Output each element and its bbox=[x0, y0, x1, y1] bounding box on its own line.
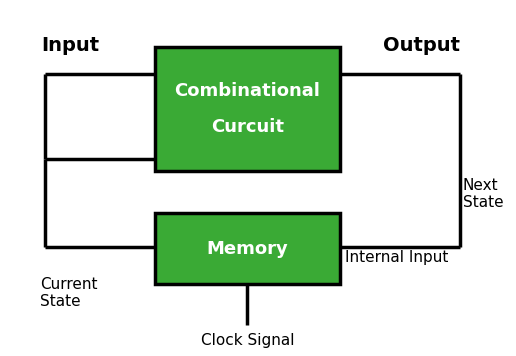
Text: Next
State: Next State bbox=[463, 178, 503, 210]
Text: Current
State: Current State bbox=[40, 277, 98, 309]
Text: Input: Input bbox=[41, 36, 100, 55]
Text: Internal Input: Internal Input bbox=[345, 250, 448, 265]
Text: Combinational: Combinational bbox=[174, 83, 320, 100]
Text: Curcuit: Curcuit bbox=[211, 118, 284, 136]
Bar bbox=[155, 47, 340, 171]
Bar bbox=[155, 213, 340, 284]
Text: Clock Signal: Clock Signal bbox=[201, 333, 294, 348]
Text: Output: Output bbox=[383, 36, 460, 55]
Text: Memory: Memory bbox=[206, 240, 288, 258]
